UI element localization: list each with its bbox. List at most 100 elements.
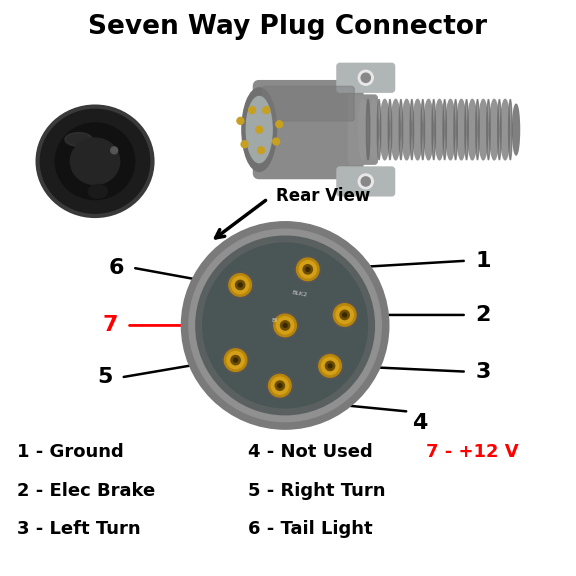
Ellipse shape xyxy=(513,104,520,155)
Circle shape xyxy=(275,381,285,391)
Circle shape xyxy=(331,302,358,328)
Text: 6 - Tail Light: 6 - Tail Light xyxy=(248,520,372,538)
Circle shape xyxy=(196,236,374,415)
Circle shape xyxy=(281,321,290,330)
Circle shape xyxy=(272,312,298,339)
Text: 5 - Right Turn: 5 - Right Turn xyxy=(248,482,385,500)
Text: 4 - Not Used: 4 - Not Used xyxy=(248,443,373,461)
Ellipse shape xyxy=(476,99,479,160)
Circle shape xyxy=(267,373,293,399)
Circle shape xyxy=(361,177,370,186)
Circle shape xyxy=(283,324,287,327)
Ellipse shape xyxy=(37,107,153,216)
Ellipse shape xyxy=(454,99,457,160)
Circle shape xyxy=(358,70,373,85)
Ellipse shape xyxy=(479,99,488,160)
Circle shape xyxy=(343,313,347,317)
Circle shape xyxy=(299,261,316,278)
Ellipse shape xyxy=(246,96,272,162)
Circle shape xyxy=(224,349,247,372)
Ellipse shape xyxy=(498,99,501,160)
Circle shape xyxy=(317,353,343,379)
Ellipse shape xyxy=(509,99,512,160)
Ellipse shape xyxy=(432,99,435,160)
Circle shape xyxy=(237,118,244,124)
Circle shape xyxy=(236,281,245,290)
Ellipse shape xyxy=(421,99,425,160)
Text: 6: 6 xyxy=(108,257,124,278)
Text: 1: 1 xyxy=(475,251,491,271)
Circle shape xyxy=(340,310,349,320)
Ellipse shape xyxy=(391,99,400,160)
Circle shape xyxy=(234,358,237,362)
Ellipse shape xyxy=(366,99,370,160)
Ellipse shape xyxy=(399,99,403,160)
Circle shape xyxy=(256,126,263,133)
Circle shape xyxy=(232,276,249,294)
Circle shape xyxy=(328,364,332,368)
Circle shape xyxy=(268,374,291,397)
Ellipse shape xyxy=(88,184,107,198)
Text: BLK2: BLK2 xyxy=(291,290,308,298)
Circle shape xyxy=(231,355,240,365)
FancyBboxPatch shape xyxy=(348,95,377,164)
Ellipse shape xyxy=(369,99,378,160)
Circle shape xyxy=(189,229,381,422)
Circle shape xyxy=(238,283,242,287)
Ellipse shape xyxy=(490,99,499,160)
Circle shape xyxy=(297,258,319,281)
Circle shape xyxy=(274,314,297,337)
Ellipse shape xyxy=(410,99,414,160)
Ellipse shape xyxy=(465,99,468,160)
Circle shape xyxy=(257,147,264,154)
Text: 7: 7 xyxy=(103,316,118,335)
Ellipse shape xyxy=(70,138,120,184)
Text: 4: 4 xyxy=(412,413,427,433)
Ellipse shape xyxy=(65,132,92,146)
Ellipse shape xyxy=(377,99,381,160)
Text: 7 - +12 V: 7 - +12 V xyxy=(426,443,519,461)
Circle shape xyxy=(272,138,279,145)
Ellipse shape xyxy=(424,99,433,160)
Text: BLU7: BLU7 xyxy=(271,319,287,323)
Circle shape xyxy=(276,121,283,128)
Ellipse shape xyxy=(380,99,389,160)
Circle shape xyxy=(303,265,312,274)
Circle shape xyxy=(229,274,252,296)
FancyBboxPatch shape xyxy=(337,63,395,92)
Ellipse shape xyxy=(457,99,466,160)
Circle shape xyxy=(336,306,353,324)
FancyBboxPatch shape xyxy=(262,86,354,121)
Circle shape xyxy=(325,361,335,370)
Ellipse shape xyxy=(446,99,455,160)
Circle shape xyxy=(271,377,289,395)
Text: 5: 5 xyxy=(97,367,112,388)
Circle shape xyxy=(361,73,370,82)
Circle shape xyxy=(249,107,256,113)
Ellipse shape xyxy=(501,99,510,160)
FancyBboxPatch shape xyxy=(337,167,395,196)
Ellipse shape xyxy=(402,99,411,160)
Ellipse shape xyxy=(413,99,422,160)
Circle shape xyxy=(321,357,339,374)
Text: 3 - Left Turn: 3 - Left Turn xyxy=(17,520,141,538)
Circle shape xyxy=(358,174,373,189)
Circle shape xyxy=(181,222,389,429)
Circle shape xyxy=(222,347,249,373)
Text: Rear View: Rear View xyxy=(276,187,371,205)
Ellipse shape xyxy=(487,99,490,160)
Circle shape xyxy=(276,317,294,334)
Ellipse shape xyxy=(468,99,477,160)
Text: 2: 2 xyxy=(475,305,491,325)
Text: 1 - Ground: 1 - Ground xyxy=(17,443,124,461)
Text: 3: 3 xyxy=(475,362,491,382)
Circle shape xyxy=(227,351,244,369)
Ellipse shape xyxy=(435,99,444,160)
Circle shape xyxy=(263,107,270,113)
FancyBboxPatch shape xyxy=(253,81,363,179)
Circle shape xyxy=(294,256,321,283)
Circle shape xyxy=(241,141,248,147)
Circle shape xyxy=(227,272,253,298)
Circle shape xyxy=(203,243,367,408)
Circle shape xyxy=(306,267,310,271)
